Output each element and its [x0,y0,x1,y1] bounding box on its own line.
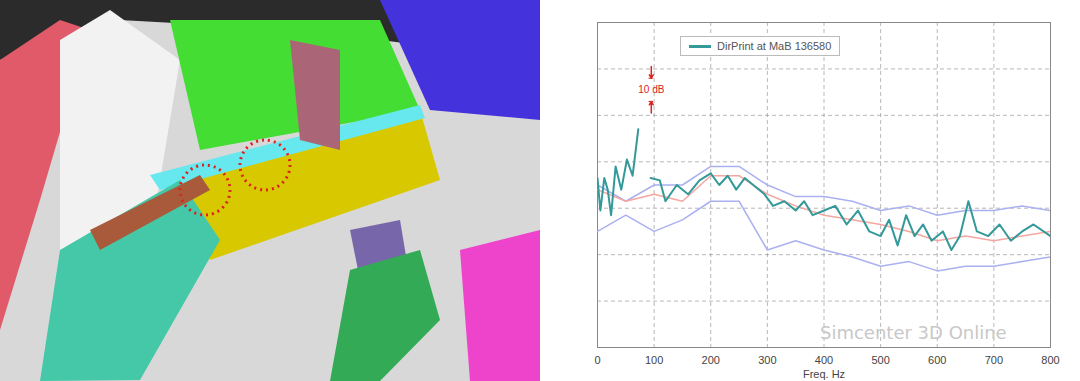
svg-text:200: 200 [702,354,720,366]
html-text:Simcenter 3D Online: Simcenter 3D Online [820,322,1007,343]
svg-text:500: 500 [871,354,889,366]
svg-text:0: 0 [594,354,600,366]
svg-text:400: 400 [815,354,833,366]
svg-text:Freq. Hz: Freq. Hz [803,368,845,380]
svg-text:300: 300 [758,354,776,366]
svg-text:100: 100 [645,354,663,366]
svg-text:700: 700 [985,354,1003,366]
svg-text:800: 800 [1041,354,1059,366]
svg-text:600: 600 [928,354,946,366]
html-text:DirPrint at MaB 136580: DirPrint at MaB 136580 [717,40,832,52]
svg-text:10 dB: 10 dB [638,84,664,95]
